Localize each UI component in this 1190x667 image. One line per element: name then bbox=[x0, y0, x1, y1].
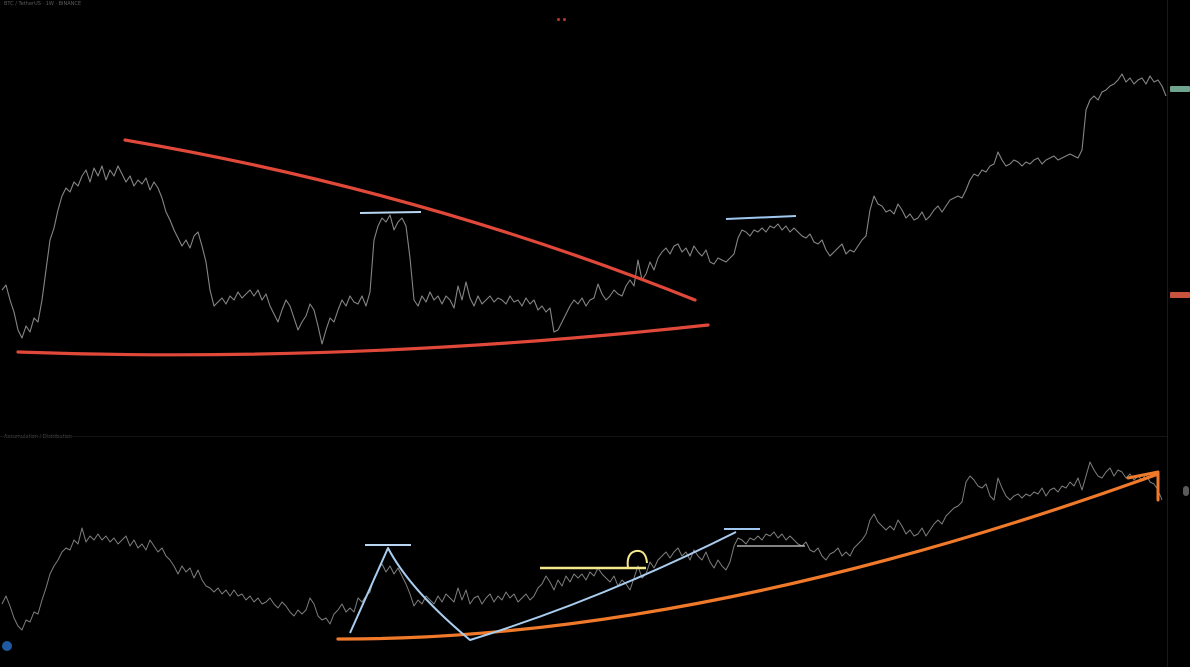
top-marker-line-1 bbox=[359, 211, 422, 214]
price-scale[interactable] bbox=[1167, 0, 1190, 667]
indicator-line bbox=[1, 461, 1163, 631]
price-pane bbox=[1, 73, 1167, 357]
top-marker-line-2 bbox=[725, 215, 797, 220]
scroll-handle-icon[interactable] bbox=[1183, 486, 1189, 496]
pane-divider[interactable] bbox=[0, 436, 1168, 437]
marker-price-tag bbox=[1170, 292, 1190, 298]
arrow-up-right-icon bbox=[1126, 470, 1160, 502]
circle-annotation bbox=[626, 549, 648, 569]
indicator-pane bbox=[1, 461, 1163, 641]
logo-badge-icon[interactable] bbox=[2, 641, 12, 651]
price-line bbox=[1, 73, 1167, 345]
toolbar-dots-icon[interactable] bbox=[557, 6, 571, 21]
rising-support-line bbox=[16, 323, 710, 357]
blue-peak-annotation bbox=[349, 531, 737, 641]
current-price-tag bbox=[1170, 86, 1190, 92]
accumulation-trend-curve bbox=[336, 472, 1160, 641]
descending-resistance-line bbox=[123, 138, 697, 302]
indicator-legend[interactable]: Accumulation / Distribution bbox=[4, 434, 73, 440]
symbol-legend[interactable]: BTC / TetherUS · 1W · BINANCE bbox=[4, 1, 82, 7]
